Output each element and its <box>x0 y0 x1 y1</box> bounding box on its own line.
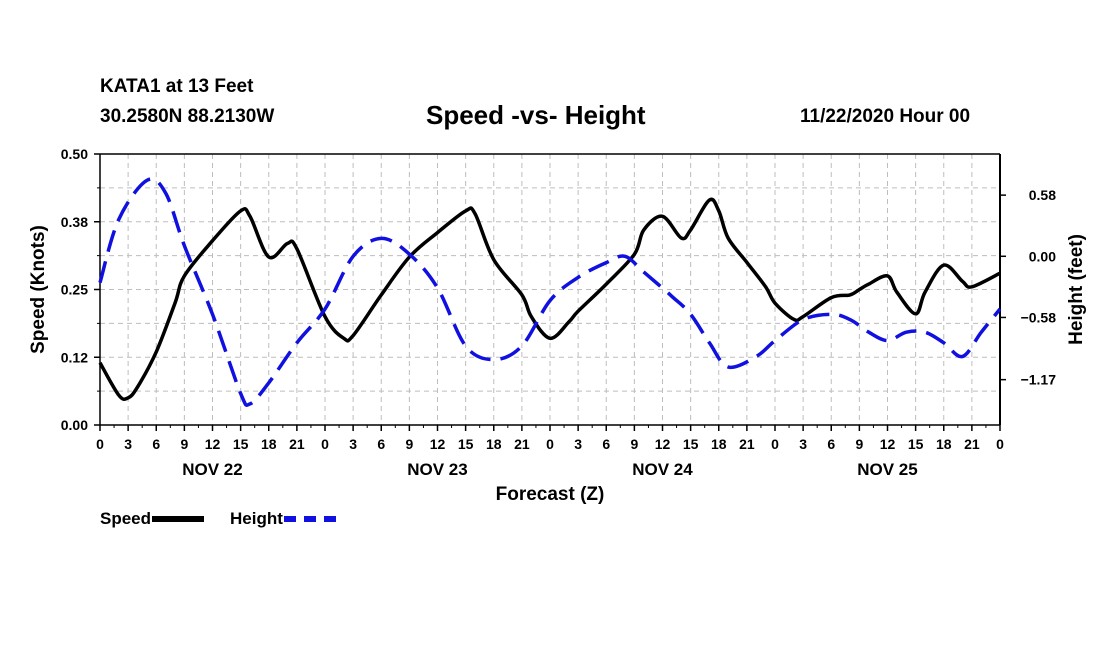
legend-speed-swatch <box>152 516 205 522</box>
x-tick-label: 15 <box>233 436 249 452</box>
x-tick-label: 21 <box>289 436 305 452</box>
y-tick-label: 0.38 <box>61 214 88 230</box>
x-axis-title: Forecast (Z) <box>496 484 605 505</box>
series-line-height <box>98 177 1002 408</box>
x-tick-label: 6 <box>827 436 835 452</box>
x-tick-label: 18 <box>936 436 952 452</box>
x-tick-label: 0 <box>321 436 329 452</box>
y-axis-title: Speed (Knots) <box>28 225 49 354</box>
x-tick-label: 21 <box>964 436 980 452</box>
x-tick-label: 0 <box>996 436 1004 452</box>
y-tick-label: 0.12 <box>61 349 88 365</box>
day-label: NOV 25 <box>857 460 917 479</box>
series-line-speed <box>98 197 1001 402</box>
x-tick-label: 12 <box>205 436 221 452</box>
x-tick-label: 15 <box>458 436 474 452</box>
x-tick-label: 21 <box>514 436 530 452</box>
x-tick-label: 12 <box>880 436 896 452</box>
x-tick-label: 0 <box>771 436 779 452</box>
x-tick-label: 12 <box>430 436 446 452</box>
forecast-run-time: 11/22/2020 Hour 00 <box>800 106 971 127</box>
x-tick-label: 15 <box>908 436 924 452</box>
series-layer <box>98 177 1002 408</box>
x-tick-label: 0 <box>546 436 554 452</box>
x-tick-label: 3 <box>574 436 582 452</box>
x-tick-label: 9 <box>855 436 863 452</box>
x-tick-label: 3 <box>124 436 132 452</box>
legend-height-swatch <box>283 516 336 522</box>
grid-layer <box>100 154 1000 425</box>
x-tick-label: 12 <box>655 436 671 452</box>
legend-speed-label: Speed <box>100 509 152 528</box>
station-name: KATA1 at 13 Feet <box>100 76 254 97</box>
y-tick-label: 0.25 <box>61 282 88 298</box>
legend-speed: Speed <box>100 509 205 529</box>
y-tick-label: 0.50 <box>61 146 88 162</box>
x-tick-label: 0 <box>96 436 104 452</box>
x-tick-label: 18 <box>261 436 277 452</box>
x-tick-label: 3 <box>799 436 807 452</box>
x-tick-label: 9 <box>180 436 188 452</box>
legend-height-label: Height <box>230 509 283 528</box>
labels-layer: 0 3 6 9 12 15 18 21 0 3 6 9 12 15 18 21 0 3 6 9 12 15 18 21 0 3 6 9… <box>28 146 1087 505</box>
x-tick-label: 18 <box>486 436 502 452</box>
axes-layer <box>94 153 1006 431</box>
y-tick-label: 0.00 <box>61 417 88 433</box>
chart-title: Speed -vs- Height <box>426 100 646 130</box>
x-tick-label: 3 <box>349 436 357 452</box>
x-tick-label: 6 <box>152 436 160 452</box>
x-tick-label: 21 <box>739 436 755 452</box>
y2-axis-title: Height (feet) <box>1066 234 1087 345</box>
day-label: NOV 22 <box>182 460 242 479</box>
x-tick-label: 15 <box>683 436 699 452</box>
day-label: NOV 23 <box>407 460 467 479</box>
y2-tick-label: −0.58 <box>1021 309 1057 325</box>
x-tick-label: 9 <box>630 436 638 452</box>
y2-tick-label: −1.17 <box>1021 372 1057 388</box>
x-tick-label: 6 <box>602 436 610 452</box>
x-tick-label: 9 <box>405 436 413 452</box>
y2-tick-label: 0.00 <box>1029 248 1056 264</box>
y2-tick-label: 0.58 <box>1029 187 1056 203</box>
x-tick-label: 18 <box>711 436 727 452</box>
station-coordinates: 30.2580N 88.2130W <box>100 106 275 127</box>
day-label: NOV 24 <box>632 460 693 479</box>
x-tick-label: 6 <box>377 436 385 452</box>
legend-height: Height <box>230 509 336 529</box>
